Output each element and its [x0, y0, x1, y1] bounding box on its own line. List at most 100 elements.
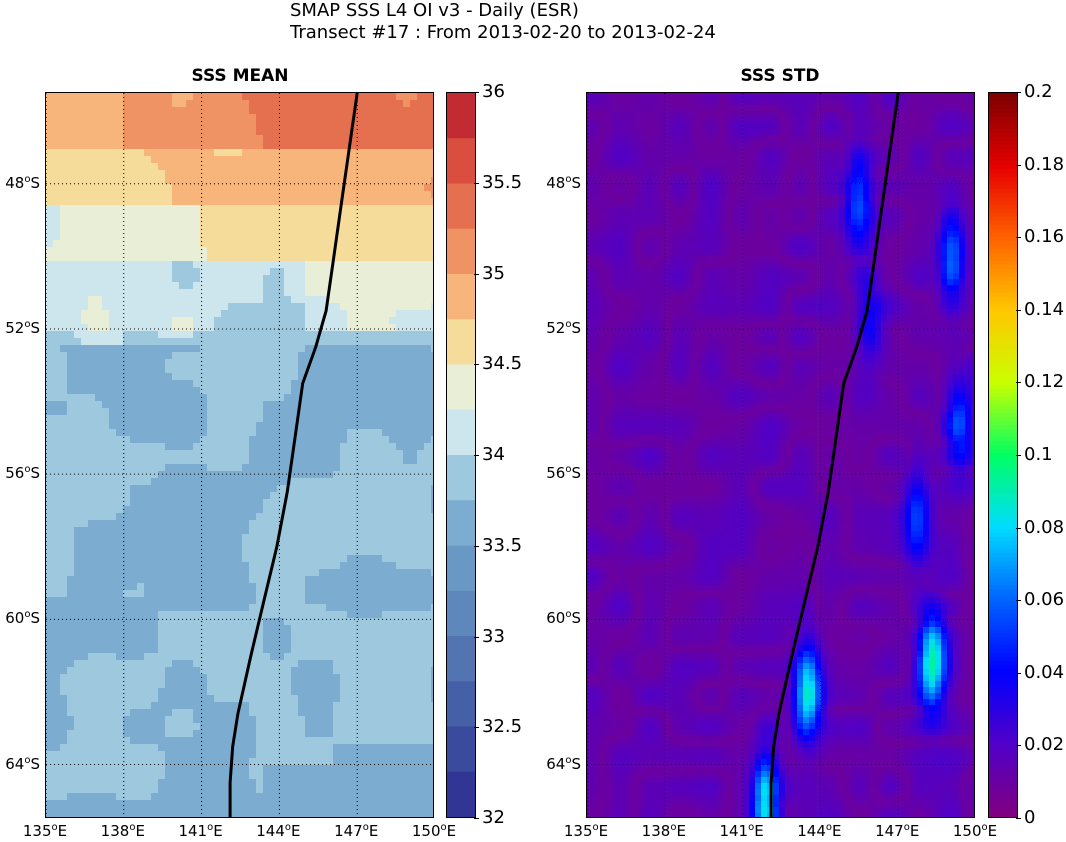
mean-cell — [207, 205, 214, 212]
mean-cell — [298, 177, 305, 184]
mean-cell — [144, 499, 151, 506]
mean-cell — [403, 128, 410, 135]
mean-cell — [151, 695, 158, 702]
mean-cell — [361, 324, 368, 331]
mean-cell — [235, 653, 242, 660]
mean-cell — [389, 583, 396, 590]
mean-cell — [144, 226, 151, 233]
mean-cell — [172, 289, 179, 296]
mean-cell — [74, 247, 81, 254]
mean-cell — [67, 604, 74, 611]
mean-cell — [277, 681, 284, 688]
mean-cell — [312, 408, 319, 415]
mean-cell — [221, 597, 228, 604]
mean-cell — [214, 569, 221, 576]
mean-cell — [389, 590, 396, 597]
mean-cell — [389, 254, 396, 261]
mean-cell — [60, 240, 67, 247]
mean-cell — [214, 226, 221, 233]
mean-cell — [53, 604, 60, 611]
mean-cell — [67, 681, 74, 688]
mean-cell — [242, 513, 249, 520]
mean-cell — [277, 548, 284, 555]
mean-cell — [88, 219, 95, 226]
mean-cell — [186, 310, 193, 317]
mean-cell — [144, 170, 151, 177]
mean-cell — [417, 478, 424, 485]
mean-cell — [109, 478, 116, 485]
mean-cell — [389, 506, 396, 513]
mean-cell — [207, 590, 214, 597]
mean-cell — [284, 415, 291, 422]
mean-cell — [298, 331, 305, 338]
mean-cell — [361, 506, 368, 513]
mean-cell — [102, 457, 109, 464]
mean-cell — [396, 219, 403, 226]
mean-cell — [298, 205, 305, 212]
mean-cell — [67, 177, 74, 184]
mean-cell — [172, 604, 179, 611]
mean-cell — [361, 275, 368, 282]
mean-cell — [221, 212, 228, 219]
figure-subtitle: Transect #17 : From 2013-02-20 to 2013-0… — [290, 22, 716, 43]
mean-cell — [368, 709, 375, 716]
mean-cell — [403, 674, 410, 681]
mean-cell — [193, 513, 200, 520]
mean-cell — [263, 163, 270, 170]
mean-cell — [67, 625, 74, 632]
mean-cell — [389, 681, 396, 688]
mean-cell — [291, 457, 298, 464]
mean-cell — [382, 177, 389, 184]
mean-cell — [312, 590, 319, 597]
mean-cell — [417, 618, 424, 625]
mean-cell — [151, 702, 158, 709]
mean-cell — [249, 212, 256, 219]
mean-cell — [242, 604, 249, 611]
mean-cell — [116, 450, 123, 457]
mean-cell — [333, 604, 340, 611]
mean-cell — [123, 282, 130, 289]
mean-cell — [389, 485, 396, 492]
mean-cell — [333, 296, 340, 303]
mean-cell — [172, 191, 179, 198]
mean-cell — [172, 394, 179, 401]
mean-cell — [88, 667, 95, 674]
mean-cell — [340, 338, 347, 345]
mean-cell — [200, 373, 207, 380]
mean-cell — [354, 688, 361, 695]
mean-cell — [305, 527, 312, 534]
mean-cell — [165, 212, 172, 219]
mean-cell — [200, 527, 207, 534]
mean-cell — [186, 548, 193, 555]
mean-cell — [137, 282, 144, 289]
mean-cell — [158, 646, 165, 653]
mean-cell — [291, 163, 298, 170]
mean-cell — [291, 345, 298, 352]
mean-cell — [81, 198, 88, 205]
mean-cell — [95, 240, 102, 247]
mean-cell — [424, 681, 431, 688]
mean-cell — [81, 583, 88, 590]
mean-cell — [270, 184, 277, 191]
mean-cell — [46, 408, 53, 415]
mean-cell — [284, 380, 291, 387]
mean-cell — [165, 506, 172, 513]
mean-cell — [396, 254, 403, 261]
mean-cell — [221, 114, 228, 121]
mean-cell — [109, 429, 116, 436]
mean-cell — [396, 352, 403, 359]
mean-cell — [368, 184, 375, 191]
mean-cell — [158, 317, 165, 324]
mean-cell — [186, 135, 193, 142]
mean-cell — [165, 226, 172, 233]
mean-cell — [116, 576, 123, 583]
mean-cell — [270, 296, 277, 303]
mean-cell — [179, 674, 186, 681]
mean-cell — [242, 597, 249, 604]
mean-cell — [95, 114, 102, 121]
mean-cell — [361, 261, 368, 268]
mean-cell — [277, 674, 284, 681]
mean-cell — [179, 457, 186, 464]
mean-cell — [361, 310, 368, 317]
mean-cell — [172, 415, 179, 422]
